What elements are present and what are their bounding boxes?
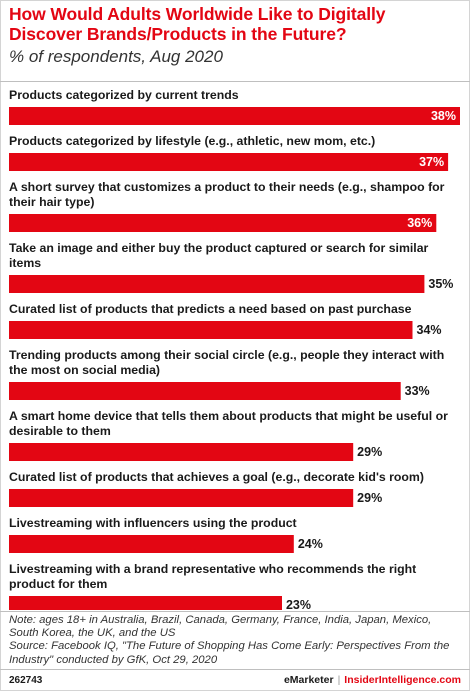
value-label: 35% [428, 277, 453, 291]
bar [9, 443, 354, 461]
bar-group: Livestreaming with a brand representativ… [9, 562, 416, 610]
category-label: A short survey that customizes a product… [9, 180, 445, 194]
bar [9, 382, 401, 400]
category-label: the most on social media) [9, 363, 160, 377]
bar-group: Curated list of products that achieves a… [9, 470, 424, 507]
category-label: Trending products among their social cir… [9, 348, 444, 362]
value-label: 29% [357, 445, 382, 459]
bar-group: Take an image and either buy the product… [9, 241, 453, 293]
value-label: 24% [298, 537, 323, 551]
value-label: 34% [417, 323, 442, 337]
bar [9, 535, 294, 553]
value-label: 29% [357, 491, 382, 505]
category-label: items [9, 256, 41, 270]
category-label: Curated list of products that achieves a… [9, 470, 424, 484]
brand-emarketer: eMarketer [283, 674, 334, 686]
bar-group: Products categorized by lifestyle (e.g.,… [9, 134, 449, 171]
value-label: 36% [407, 216, 432, 230]
bar-group: A short survey that customizes a product… [9, 180, 445, 232]
category-label: Livestreaming with influencers using the… [9, 516, 297, 530]
category-label: Take an image and either buy the product… [9, 241, 429, 255]
brand-insider-intelligence: InsiderIntelligence.com [344, 674, 461, 686]
bottom-divider [0, 611, 470, 612]
source-text: Source: Facebook IQ, "The Future of Shop… [9, 640, 450, 666]
bar [9, 107, 460, 125]
category-label: Curated list of products that predicts a… [9, 302, 412, 316]
bar [9, 596, 282, 610]
value-label: 33% [405, 384, 430, 398]
bar-group: Livestreaming with influencers using the… [9, 516, 323, 553]
bar-group: Trending products among their social cir… [9, 348, 444, 400]
bar [9, 489, 354, 507]
category-label: Livestreaming with a brand representativ… [9, 562, 416, 576]
category-label: their hair type) [9, 195, 94, 209]
category-label: Products categorized by lifestyle (e.g.,… [9, 134, 375, 148]
bar-group: Curated list of products that predicts a… [9, 302, 442, 339]
note-text: Note: ages 18+ in Australia, Brazil, Can… [9, 614, 432, 640]
category-label: A smart home device that tells them abou… [9, 409, 448, 423]
bar-group: A smart home device that tells them abou… [9, 409, 448, 461]
bar-group: Products categorized by current trends 38… [9, 88, 460, 125]
bar [9, 275, 425, 293]
bar [9, 214, 437, 232]
bar [9, 153, 449, 171]
chart-title: How Would Adults Worldwide Like to Digit… [9, 4, 386, 44]
chart-notes: Note: ages 18+ in Australia, Brazil, Can… [9, 614, 461, 667]
top-divider [0, 81, 470, 82]
value-label: 38% [431, 109, 456, 123]
footer-divider [0, 669, 470, 670]
bar [9, 321, 413, 339]
category-label: product for them [9, 577, 107, 591]
brand-credit: eMarketer | InsiderIntelligence.com [284, 674, 461, 686]
category-label: desirable to them [9, 424, 111, 438]
value-label: 23% [286, 598, 311, 610]
bar-chart: Products categorized by current trends 38… [9, 88, 460, 610]
chart-id: 262743 [9, 675, 43, 686]
value-label: 37% [419, 155, 444, 169]
brand-separator: | [337, 674, 341, 686]
category-label: Products categorized by current trends [9, 88, 239, 102]
chart-subtitle: % of respondents, Aug 2020 [9, 47, 223, 66]
